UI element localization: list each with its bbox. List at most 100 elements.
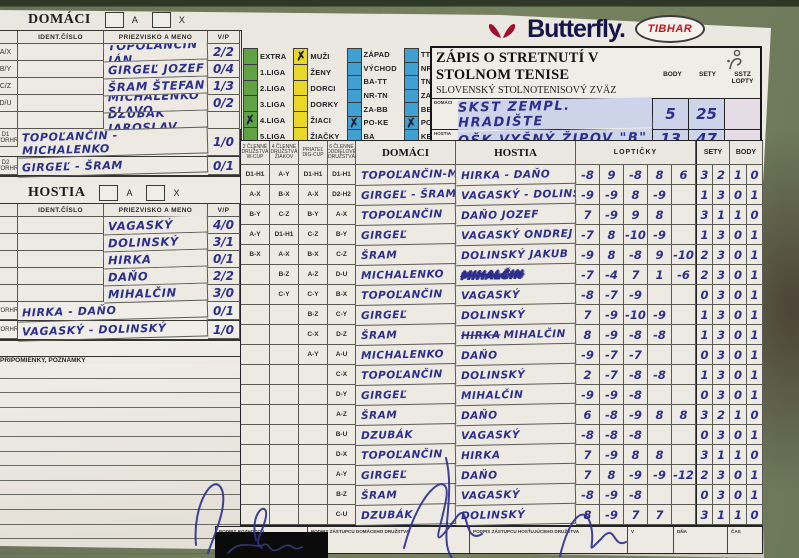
set-score-cell: 8 — [672, 405, 696, 425]
match-guest-player: DAŇO — [455, 463, 577, 487]
player-vp: 0/2 — [208, 95, 240, 112]
sety-cell: 0 — [696, 285, 713, 305]
body-cell: 1 — [730, 505, 747, 525]
set-score-cell: -7 — [600, 365, 624, 385]
sety-cell: 3 — [713, 465, 730, 485]
logo-row: Butterfly. TIBHAR — [430, 12, 762, 46]
legend-cell — [347, 103, 361, 117]
guest-player-name: MIHALČIN — [503, 327, 567, 341]
home-team-sety: 25 — [688, 99, 724, 129]
set-score-cell: 2 — [576, 365, 600, 385]
match-hostia-header: HOSTIA — [456, 141, 576, 165]
legend-labels: TT NR TN ZA BB PO KE — [419, 48, 432, 144]
stvorhra-label: ŠTVORHRA — [0, 326, 18, 333]
stvorhra-label: ŠTVORHRA — [0, 137, 18, 144]
butterfly-logo: Butterfly. — [527, 14, 626, 43]
checkbox-a-label: A — [126, 188, 133, 198]
guest-player-name: VAGASKÝ - DOLINSKÝ — [460, 186, 577, 202]
legend-cell — [294, 128, 308, 143]
guest-player-name: DOLINSKÝ — [460, 308, 526, 322]
hostia-checkbox-a — [99, 185, 119, 201]
sety-cell: 3 — [696, 505, 713, 525]
set-score-cell: 7 — [576, 445, 600, 465]
legend-group: ✗ TT NR TN ZA BB PO KE — [403, 48, 432, 144]
doubles-vp: 0/1 — [208, 157, 240, 175]
set-score-cell: -7 — [624, 345, 648, 365]
legend-item-label: DORKY — [310, 99, 339, 109]
set-score-cell — [672, 305, 696, 325]
legend-cell — [347, 130, 361, 144]
set-score-cell: -12 — [672, 465, 696, 485]
player-row-code: B/Y — [0, 61, 18, 78]
body-cell: 0 — [730, 485, 747, 505]
match-pair-code — [270, 405, 299, 425]
legend-cell: ✗ — [347, 115, 361, 131]
legend-cell — [404, 76, 418, 90]
match-pair-code — [270, 425, 299, 445]
player-row-code — [0, 268, 18, 285]
match-home-player: MICHALENKO — [355, 263, 457, 287]
lopticky-header: LOPTIČKY — [576, 141, 696, 165]
sstz-player-icon — [727, 49, 742, 70]
guest-player-name: DOLINSKÝ — [460, 368, 526, 382]
legend-cell — [294, 64, 308, 81]
body-cell: 0 — [730, 425, 747, 445]
match-pair-code: D-Y — [328, 385, 356, 405]
set-score-cell: 8 — [600, 465, 624, 485]
set-score-cell: -8 — [648, 325, 672, 345]
match-pair-code: A-X — [241, 185, 270, 205]
notes-section: PRIPOMIENKY, POZNÁMKY — [0, 356, 242, 554]
player-vp: 1/3 — [208, 78, 240, 95]
guest-player-name: DOLINSKÝ — [460, 508, 526, 522]
sety-cell: 3 — [713, 385, 730, 405]
match-pair-code — [241, 445, 270, 465]
match-pair-code — [299, 405, 328, 425]
body-cell: 1 — [747, 185, 763, 205]
sety-cell: 3 — [713, 225, 730, 245]
set-score-cell: -9 — [600, 325, 624, 345]
player-row-code — [0, 285, 18, 302]
match-pair-code: A-Y — [299, 345, 328, 365]
home-signature-cell: PODPIS ZÁSTUPCU DOMÁCEHO DRUŽSTVA — [308, 527, 470, 553]
player-ident-cell — [18, 78, 104, 95]
match-guest-player: HIRKA — [455, 443, 577, 467]
match-home-player: ŠRAM — [355, 323, 457, 347]
body-cell: 1 — [747, 285, 763, 305]
sety-cell: 1 — [696, 325, 713, 345]
ident-col-header: IDENT.ČÍSLO — [18, 204, 104, 217]
match-pair-code: C-Y — [299, 285, 328, 305]
match-pair-code — [241, 325, 270, 345]
sety-cell: 3 — [696, 445, 713, 465]
match-home-player: TOPOĽANČIN — [355, 283, 457, 307]
set-score-cell: -8 — [576, 285, 600, 305]
set-score-cell: 6 — [576, 405, 600, 425]
set-score-cell: -7 — [600, 345, 624, 365]
sety-cell: 1 — [713, 505, 730, 525]
match-code-column-header: 4 ČLENNÉ DRUŽSTVÁ ŽIAKOV — [270, 141, 299, 165]
set-score-cell — [648, 425, 672, 445]
set-score-cell: -8 — [624, 165, 648, 185]
set-score-cell: 9 — [648, 245, 672, 265]
match-pair-code — [299, 485, 328, 505]
sety-cell: 3 — [713, 485, 730, 505]
sety-cell: 2 — [696, 465, 713, 485]
match-pair-code: C-Z — [328, 245, 356, 265]
match-pair-code: D-Z — [328, 325, 356, 345]
legend-cell — [404, 130, 418, 144]
stvorhra-label: ŠTVORHRA — [0, 307, 18, 314]
notes-line — [0, 408, 242, 423]
set-score-cell — [672, 385, 696, 405]
legend-item-label: VÝCHOD — [363, 63, 397, 73]
match-home-player: GIRGEĽ — [355, 303, 457, 327]
set-score-cell: -8 — [624, 365, 648, 385]
sety-cell: 0 — [696, 485, 713, 505]
notes-line — [0, 481, 242, 496]
sety-cell: 1 — [696, 185, 713, 205]
body-cell: 0 — [730, 225, 747, 245]
legend-item-label: ZA-BB — [363, 104, 388, 114]
set-score-cell: 7 — [648, 505, 672, 525]
set-score-cell: -8 — [624, 325, 648, 345]
match-pair-code: A-Z — [328, 405, 356, 425]
legend-checkmark-icon: ✗ — [348, 115, 361, 131]
